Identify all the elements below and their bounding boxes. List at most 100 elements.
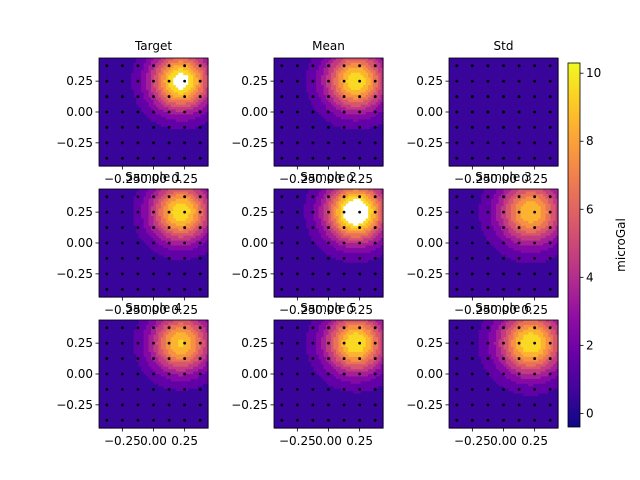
contour-cell <box>118 109 122 113</box>
contour-cell <box>155 114 160 118</box>
contour-cell <box>108 60 112 64</box>
contour-cell <box>143 70 147 74</box>
contour-cell <box>106 129 110 133</box>
contour-cell <box>151 99 155 103</box>
contour-cell <box>153 70 157 74</box>
contour-cell <box>116 121 120 125</box>
contour-cell <box>108 65 112 69</box>
contour-cell <box>131 124 135 128</box>
contour-cell <box>108 112 112 116</box>
contour-cell <box>141 72 145 76</box>
contour-cell <box>99 153 103 157</box>
station-point <box>327 156 330 160</box>
contour-cell <box>151 116 155 120</box>
contour-cell <box>153 58 157 62</box>
contour-cell <box>108 114 112 118</box>
contour-cell <box>118 70 122 74</box>
station-point <box>105 126 109 129</box>
contour-cell <box>155 112 160 116</box>
contour-cell <box>108 62 112 66</box>
contour-cell <box>121 129 125 133</box>
contour-cell <box>151 104 155 108</box>
contour-cell <box>158 129 162 133</box>
contour-cell <box>136 121 140 125</box>
station-point <box>198 64 202 68</box>
contour-cell <box>131 146 135 150</box>
contour-cell <box>158 60 162 64</box>
contour-cell <box>128 124 132 128</box>
contour-cell <box>133 89 137 93</box>
contour-cell <box>143 85 147 89</box>
contour-cell <box>128 121 132 125</box>
contour-cell <box>116 124 120 128</box>
contour-cell <box>118 163 122 167</box>
contour-cell <box>108 126 112 130</box>
contour-cell <box>131 102 135 106</box>
contour-cell <box>118 65 122 69</box>
contour-cell <box>138 139 142 143</box>
station-point <box>358 141 362 145</box>
contour-cell <box>101 126 105 130</box>
contour-cell <box>131 85 135 89</box>
contour-cell <box>99 102 103 106</box>
contour-cell <box>143 151 147 155</box>
contour-cell <box>146 60 150 64</box>
contour-cell <box>99 87 103 91</box>
contour-cell <box>146 80 150 84</box>
contour-cell <box>155 158 160 162</box>
contour-cell <box>148 72 152 76</box>
contour-cell <box>133 156 137 160</box>
contour-cell <box>121 114 125 118</box>
contour-cell <box>111 153 115 157</box>
contour-cell <box>153 104 157 108</box>
contour-cell <box>126 112 130 116</box>
contour-cell <box>103 153 108 157</box>
contour-cell <box>143 121 147 125</box>
contour-cell <box>111 109 115 113</box>
contour-cell <box>113 80 117 84</box>
contour-cell <box>121 87 125 91</box>
contour-cell <box>143 119 147 123</box>
contour-cell <box>141 158 145 162</box>
contour-cell <box>151 67 155 71</box>
contour-cell <box>128 65 132 69</box>
contour-cell <box>118 94 122 98</box>
contour-cell <box>111 92 115 96</box>
contour-cell <box>106 65 110 69</box>
contour-cell <box>106 99 110 103</box>
contour-cell <box>155 156 160 160</box>
station-point <box>183 95 187 98</box>
contour-cell <box>113 136 117 140</box>
contour-cell <box>133 107 137 111</box>
contour-cell <box>113 85 117 89</box>
contour-cell <box>131 94 135 98</box>
contour-cell <box>106 75 110 79</box>
contour-cell <box>155 129 160 133</box>
contour-cell <box>138 161 142 165</box>
station-point <box>373 64 377 68</box>
contour-cell <box>138 158 142 162</box>
contour-cell <box>108 163 112 167</box>
contour-cell <box>136 139 140 143</box>
contour-cell <box>158 89 162 93</box>
contour-cell <box>141 89 145 93</box>
contour-cell <box>153 153 157 157</box>
contour-cell <box>111 143 115 147</box>
contour-cell <box>123 112 127 116</box>
station-point <box>358 95 362 98</box>
contour-cell <box>153 75 157 79</box>
contour-cell <box>113 121 117 125</box>
contour-cell <box>141 129 145 133</box>
contour-cell <box>136 102 140 106</box>
contour-cell <box>106 112 110 116</box>
contour-cell <box>126 97 130 101</box>
contour-cell <box>133 112 137 116</box>
contour-cell <box>111 126 115 130</box>
contour-cell <box>146 136 150 140</box>
contour-cell <box>146 92 150 96</box>
contour-cell <box>123 158 127 162</box>
contour-cell <box>111 67 115 71</box>
contour-cell <box>131 62 135 66</box>
